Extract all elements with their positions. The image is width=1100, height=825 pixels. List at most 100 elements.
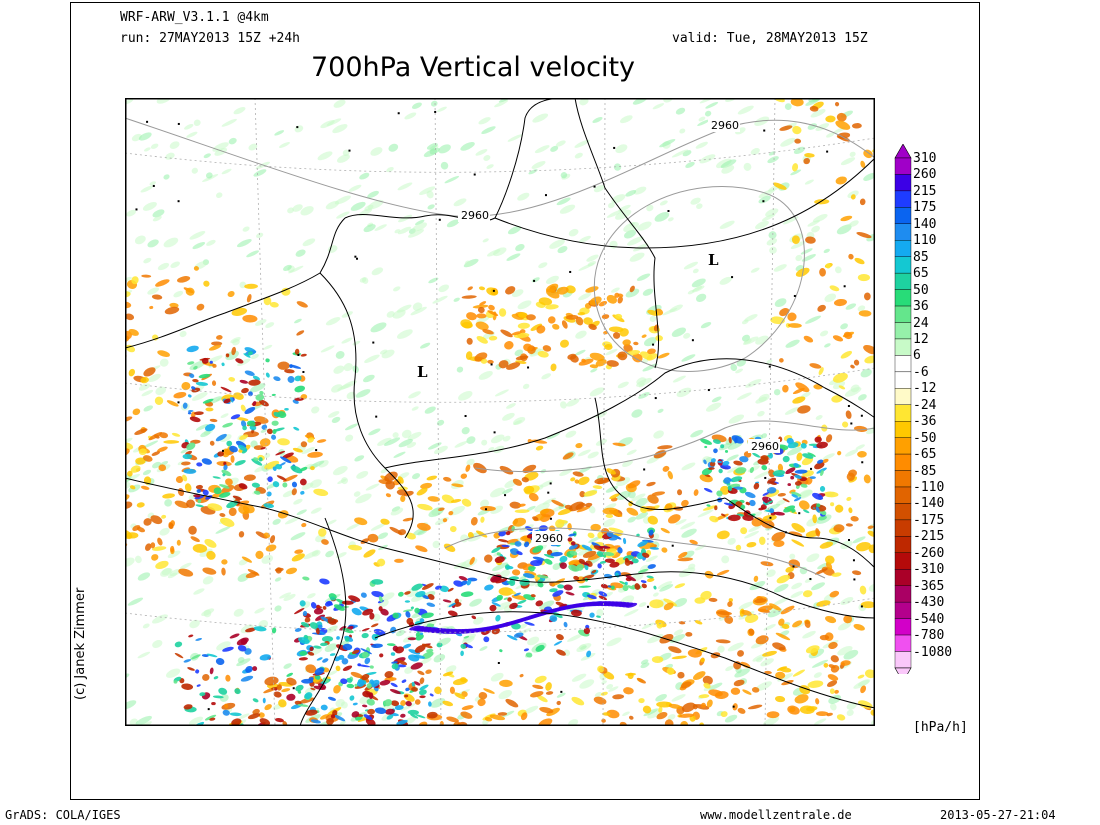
velocity-patch (263, 296, 272, 306)
velocity-patch (131, 276, 139, 285)
velocity-patch (354, 683, 358, 688)
velocity-patch (218, 687, 228, 695)
velocity-patch (210, 491, 225, 499)
velocity-patch (211, 702, 216, 706)
velocity-patch (681, 702, 696, 713)
velocity-patch (169, 141, 180, 149)
velocity-patch (626, 350, 641, 356)
velocity-patch (588, 505, 596, 514)
velocity-patch (192, 242, 206, 250)
velocity-patch (815, 123, 830, 132)
velocity-patch (386, 643, 396, 646)
velocity-patch (202, 567, 217, 575)
velocity-patch (772, 182, 787, 190)
velocity-patch (397, 486, 408, 491)
velocity-patch (857, 273, 871, 282)
velocity-patch (452, 678, 468, 686)
velocity-patch (461, 705, 474, 711)
velocity-patch (792, 669, 805, 677)
velocity-patch (617, 547, 623, 554)
velocity-patch (744, 491, 756, 499)
velocity-patch (143, 405, 153, 412)
velocity-patch (128, 368, 136, 377)
colorbar-swatch (894, 453, 912, 471)
velocity-patch (460, 591, 474, 597)
velocity-patch (255, 319, 267, 326)
velocity-patch (675, 519, 687, 526)
velocity-patch (608, 527, 624, 533)
velocity-patch (762, 716, 780, 726)
velocity-patch (304, 617, 311, 623)
velocity-patch (276, 684, 283, 691)
velocity-patch (800, 248, 813, 255)
velocity-patch (852, 570, 862, 576)
velocity-patch (211, 341, 223, 346)
velocity-patch (346, 523, 361, 531)
velocity-patch (415, 714, 426, 719)
velocity-patch (714, 505, 718, 511)
velocity-patch (652, 103, 665, 110)
velocity-patch (625, 190, 637, 197)
velocity-patch (189, 416, 201, 423)
colorbar-tick-label: -175 (913, 512, 945, 528)
city-dot (490, 363, 493, 366)
velocity-patch (611, 585, 615, 590)
velocity-patch (627, 490, 636, 499)
velocity-patch (461, 295, 477, 299)
velocity-patch (297, 690, 302, 694)
velocity-patch (353, 491, 361, 497)
velocity-patch (864, 669, 875, 679)
velocity-patch (286, 672, 294, 677)
velocity-patch (286, 677, 297, 686)
velocity-patch (487, 249, 501, 257)
velocity-patch (178, 568, 194, 577)
velocity-patch (465, 464, 471, 472)
velocity-patch (292, 204, 303, 212)
velocity-patch (451, 483, 464, 488)
velocity-patch (646, 353, 658, 361)
velocity-patch (327, 618, 337, 625)
velocity-patch (193, 588, 205, 595)
velocity-patch (309, 622, 319, 630)
velocity-patch (668, 703, 682, 709)
city-dot (852, 559, 855, 562)
velocity-patch (792, 396, 806, 404)
velocity-patch (850, 194, 856, 200)
velocity-patch (252, 698, 259, 703)
velocity-patch (266, 428, 273, 435)
velocity-patch (186, 499, 196, 509)
velocity-patch (134, 555, 142, 564)
velocity-patch (319, 578, 330, 585)
velocity-patch (315, 627, 320, 635)
velocity-patch (694, 597, 706, 604)
velocity-patch (355, 389, 371, 398)
velocity-patch (162, 493, 175, 499)
velocity-patch (212, 476, 221, 479)
velocity-patch (251, 458, 263, 466)
velocity-patch (574, 479, 580, 484)
velocity-patch (727, 465, 741, 474)
velocity-patch (252, 666, 258, 672)
velocity-patch (700, 321, 712, 329)
velocity-patch (369, 612, 375, 620)
velocity-patch (193, 365, 198, 370)
velocity-patch (530, 691, 544, 698)
velocity-patch (579, 491, 586, 498)
velocity-patch (438, 144, 451, 154)
velocity-patch (818, 515, 827, 521)
velocity-patch (653, 592, 659, 597)
velocity-patch (578, 585, 592, 588)
velocity-patch (497, 539, 509, 543)
velocity-patch (356, 680, 365, 687)
velocity-patch (220, 517, 235, 527)
velocity-patch (281, 287, 291, 296)
velocity-patch (334, 195, 351, 205)
velocity-patch (583, 627, 591, 635)
velocity-patch (794, 138, 802, 144)
valid-label: valid: Tue, 28MAY2013 15Z (672, 31, 868, 46)
velocity-patch (460, 711, 473, 719)
city-dot (691, 339, 694, 342)
velocity-patch (581, 544, 593, 551)
velocity-patch (671, 327, 687, 337)
velocity-patch (602, 518, 616, 528)
